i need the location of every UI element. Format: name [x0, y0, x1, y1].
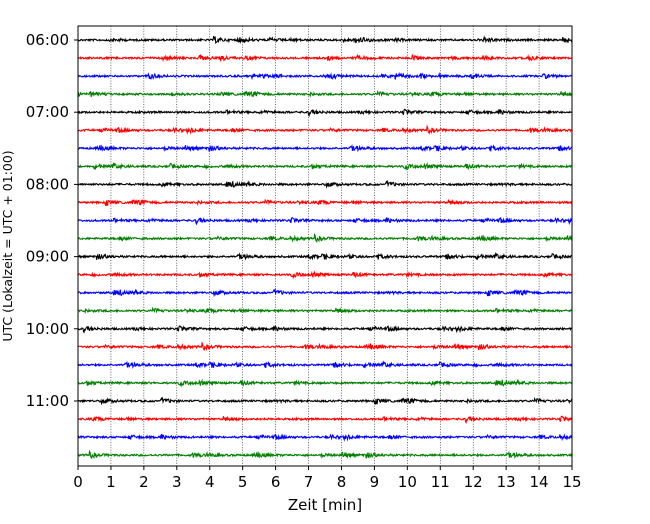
- trace-line: [77, 108, 573, 118]
- y-axis-label: UTC (Lokalzeit = UTC + 01:00): [0, 150, 15, 341]
- x-tick-label: 11: [431, 473, 450, 491]
- x-tick-label: 13: [497, 473, 516, 491]
- trace-line: [77, 161, 573, 172]
- trace-line: [77, 415, 573, 424]
- x-tick-label: 7: [304, 473, 314, 491]
- y-tick-label: 06:00: [26, 31, 69, 49]
- trace-line: [77, 360, 573, 369]
- trace-line: [77, 341, 573, 352]
- trace-line: [77, 378, 573, 388]
- y-tick-label: 08:00: [26, 175, 69, 193]
- x-tick-label: 1: [106, 473, 116, 491]
- x-tick-label: 12: [464, 473, 483, 491]
- y-tick-label: 10:00: [26, 320, 69, 338]
- trace-line: [77, 143, 573, 153]
- x-tick-label: 10: [398, 473, 417, 491]
- x-tick-label: 3: [172, 473, 182, 491]
- trace-layer: [77, 35, 573, 460]
- x-tick-label: 9: [370, 473, 380, 491]
- trace-line: [77, 433, 573, 442]
- x-tick-label: 4: [205, 473, 215, 491]
- trace-line: [77, 325, 573, 334]
- x-axis: 0 1 2 3 4 5 6 7 8 9 10 11 12 13 14 15: [73, 466, 582, 491]
- trace-line: [77, 71, 573, 81]
- plot-frame: [77, 25, 573, 467]
- trace-line: [77, 35, 573, 45]
- trace-line: [77, 270, 573, 280]
- trace-line: [77, 216, 573, 226]
- x-tick-label: 0: [73, 473, 83, 491]
- trace-line: [77, 90, 573, 98]
- trace-line: [77, 288, 573, 298]
- trace-line: [77, 233, 573, 243]
- y-axis: 06:00 07:00 08:00 09:00 10:00 11:00: [26, 31, 78, 410]
- x-tick-label: 2: [139, 473, 149, 491]
- trace-line: [77, 306, 573, 315]
- grid-layer: [110, 26, 540, 466]
- y-tick-label: 09:00: [26, 248, 69, 266]
- x-tick-label: 5: [238, 473, 248, 491]
- trace-line: [77, 124, 573, 135]
- trace-line: [77, 53, 573, 63]
- x-tick-label: 14: [530, 473, 549, 491]
- trace-line: [77, 396, 573, 406]
- trace-line: [77, 198, 573, 207]
- y-tick-label: 07:00: [26, 103, 69, 121]
- x-tick-label: 8: [337, 473, 347, 491]
- x-tick-label: 15: [562, 473, 581, 491]
- trace-line: [77, 251, 573, 261]
- y-tick-label: 11:00: [26, 392, 69, 410]
- x-tick-label: 6: [271, 473, 281, 491]
- trace-line: [77, 179, 573, 189]
- x-axis-label: Zeit [min]: [288, 496, 362, 514]
- trace-line: [77, 449, 573, 460]
